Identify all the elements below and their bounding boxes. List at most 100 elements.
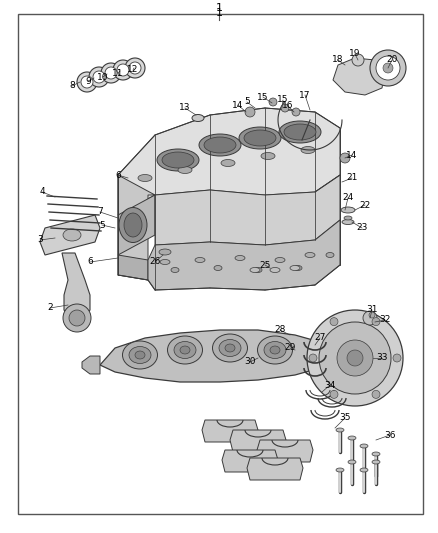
Circle shape	[347, 350, 363, 366]
Ellipse shape	[290, 265, 300, 271]
Text: 28: 28	[274, 326, 286, 335]
Polygon shape	[40, 215, 100, 255]
Polygon shape	[333, 58, 385, 95]
Ellipse shape	[261, 152, 275, 159]
Ellipse shape	[123, 341, 158, 369]
Circle shape	[281, 104, 289, 112]
Text: 10: 10	[97, 72, 109, 82]
Ellipse shape	[171, 268, 179, 272]
Text: 18: 18	[332, 55, 344, 64]
Ellipse shape	[204, 137, 236, 153]
Circle shape	[372, 318, 380, 326]
Text: 8: 8	[69, 82, 75, 91]
Text: 17: 17	[299, 91, 311, 100]
Text: 27: 27	[314, 334, 326, 343]
Circle shape	[319, 322, 391, 394]
Text: 24: 24	[343, 193, 353, 203]
Ellipse shape	[270, 346, 280, 354]
Circle shape	[77, 72, 97, 92]
Polygon shape	[62, 253, 90, 320]
Ellipse shape	[221, 159, 235, 166]
Polygon shape	[155, 175, 340, 245]
Text: 19: 19	[349, 50, 361, 59]
Ellipse shape	[326, 253, 334, 257]
Text: 13: 13	[179, 103, 191, 112]
Text: 22: 22	[359, 200, 371, 209]
Ellipse shape	[219, 340, 241, 357]
Text: 31: 31	[366, 305, 378, 314]
Circle shape	[245, 107, 255, 117]
Text: 30: 30	[244, 358, 256, 367]
Circle shape	[340, 153, 350, 163]
Circle shape	[292, 108, 300, 116]
Ellipse shape	[160, 260, 170, 264]
Text: 21: 21	[346, 174, 358, 182]
Circle shape	[372, 390, 380, 398]
Ellipse shape	[178, 166, 192, 174]
Text: 11: 11	[112, 69, 124, 77]
Ellipse shape	[279, 121, 321, 143]
Circle shape	[93, 71, 105, 83]
Polygon shape	[118, 175, 155, 280]
Ellipse shape	[344, 216, 352, 220]
Text: 14: 14	[346, 150, 358, 159]
Ellipse shape	[225, 344, 235, 352]
Text: 14: 14	[232, 101, 244, 109]
Text: 1: 1	[215, 8, 223, 18]
Ellipse shape	[174, 342, 196, 359]
Ellipse shape	[348, 460, 356, 464]
Ellipse shape	[348, 436, 356, 440]
Text: 23: 23	[356, 223, 367, 232]
Ellipse shape	[167, 336, 202, 364]
Text: 7: 7	[97, 207, 103, 216]
Circle shape	[393, 354, 401, 362]
Ellipse shape	[180, 346, 190, 354]
Ellipse shape	[244, 130, 276, 146]
Polygon shape	[118, 195, 155, 255]
Circle shape	[363, 311, 377, 325]
Text: 15: 15	[257, 93, 269, 101]
Polygon shape	[118, 255, 148, 280]
Ellipse shape	[192, 115, 204, 122]
Ellipse shape	[336, 428, 344, 432]
Ellipse shape	[336, 468, 344, 472]
FancyBboxPatch shape	[18, 14, 423, 514]
Circle shape	[63, 304, 91, 332]
Polygon shape	[202, 420, 258, 442]
Text: 15: 15	[277, 95, 289, 104]
Ellipse shape	[135, 351, 145, 359]
Ellipse shape	[258, 336, 293, 364]
Ellipse shape	[214, 265, 222, 271]
Circle shape	[376, 56, 400, 80]
Polygon shape	[100, 330, 330, 382]
Ellipse shape	[275, 257, 285, 262]
Ellipse shape	[212, 334, 247, 362]
Ellipse shape	[284, 124, 316, 140]
Text: 16: 16	[282, 101, 294, 110]
Polygon shape	[257, 440, 313, 462]
Ellipse shape	[162, 152, 194, 168]
Text: 5: 5	[244, 98, 250, 107]
Text: 35: 35	[339, 414, 351, 423]
Circle shape	[113, 60, 133, 80]
Text: 34: 34	[324, 381, 336, 390]
Text: 5: 5	[99, 221, 105, 230]
Ellipse shape	[360, 468, 368, 472]
Ellipse shape	[159, 249, 171, 255]
Ellipse shape	[341, 207, 355, 213]
Circle shape	[269, 98, 277, 106]
Ellipse shape	[270, 268, 280, 272]
Polygon shape	[230, 430, 286, 452]
Ellipse shape	[63, 229, 81, 241]
Ellipse shape	[157, 149, 199, 171]
Circle shape	[330, 390, 338, 398]
Ellipse shape	[372, 452, 380, 456]
Ellipse shape	[360, 444, 368, 448]
Text: 2: 2	[47, 303, 53, 312]
Text: 32: 32	[379, 316, 391, 325]
Text: 1: 1	[215, 3, 223, 13]
Circle shape	[89, 67, 109, 87]
Text: 3: 3	[37, 236, 43, 245]
Circle shape	[309, 354, 317, 362]
Circle shape	[125, 58, 145, 78]
